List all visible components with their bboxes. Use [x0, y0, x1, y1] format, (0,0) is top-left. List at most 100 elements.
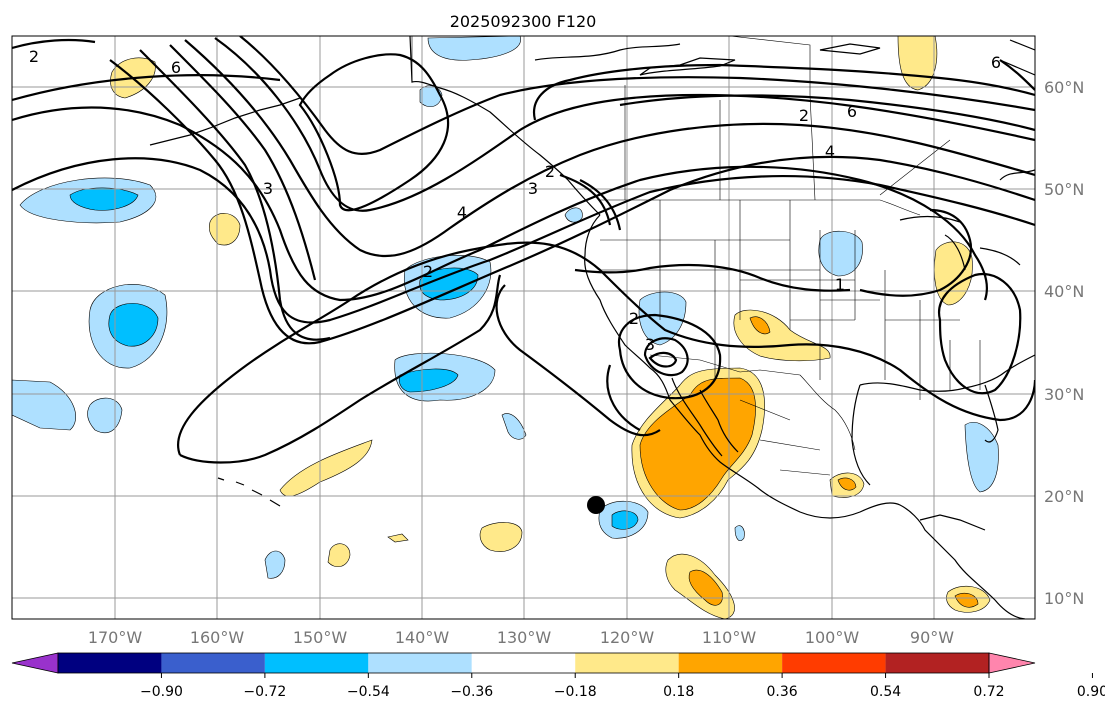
contour-label: 2	[629, 309, 639, 328]
shade-light-blue	[818, 230, 863, 277]
colorbar-tick-label: 0.36	[767, 684, 798, 700]
colorbar-segment	[885, 653, 989, 673]
contour-label: 3	[528, 179, 538, 198]
borders	[411, 36, 981, 476]
shade-blue	[399, 368, 459, 393]
contour-label: 6	[847, 102, 857, 121]
lon-label: 110°W	[702, 628, 757, 647]
shade-light-blue	[734, 525, 745, 541]
contour-line	[859, 208, 973, 297]
coastline-great-lakes	[899, 215, 1021, 271]
lat-label: 50°N	[1044, 180, 1084, 199]
contour-line	[619, 94, 1035, 132]
colorbar-segment	[58, 653, 162, 673]
shade-light-blue	[264, 550, 286, 579]
lat-label: 40°N	[1044, 282, 1084, 301]
colorbar-extend-max	[988, 652, 1036, 674]
colorbar-tick-label: 0.72	[973, 684, 1004, 700]
colorbar-segment	[575, 653, 679, 673]
coastline-hawaii	[217, 477, 281, 507]
contour-label: 4	[825, 142, 835, 161]
coastline-aleutians	[149, 97, 301, 146]
contour-line	[214, 37, 1035, 212]
contour-line	[298, 53, 450, 212]
contour-line	[574, 263, 851, 292]
lat-label: 30°N	[1044, 385, 1084, 404]
border-canada-provinces	[624, 36, 951, 201]
map-title: 2025092300 F120	[450, 12, 597, 31]
contour-label: 3	[645, 335, 655, 354]
shade-light-blue	[638, 291, 687, 346]
shade-light-blue	[964, 422, 999, 493]
shade-orange	[639, 377, 756, 511]
colorbar-tick-label: −0.18	[554, 684, 597, 700]
coastline-canada-east	[999, 39, 1035, 181]
contour-line	[177, 241, 1035, 456]
contours	[12, 36, 1035, 464]
lon-label: 120°W	[600, 628, 655, 647]
colorbar-tick-label: 0.54	[870, 684, 901, 700]
contour-line	[617, 313, 722, 400]
lat-label: 10°N	[1044, 589, 1084, 608]
contour-line	[239, 36, 1035, 155]
colorbar-extend-min	[11, 652, 59, 674]
shade-light-blue	[564, 207, 583, 223]
contour-label: 6	[171, 58, 181, 77]
coastline-west-us	[584, 214, 1026, 619]
coastline-north	[534, 43, 881, 76]
colorbar-tick-label: −0.90	[140, 684, 183, 700]
location-marker	[587, 496, 605, 514]
border-us-states	[600, 200, 981, 400]
contour-line	[12, 38, 281, 102]
coastline-cuba	[919, 514, 986, 531]
colorbar-tick-label: 0.18	[663, 684, 694, 700]
shade-blue	[611, 510, 639, 530]
colorbar-tick-label: −0.54	[347, 684, 390, 700]
shade-light-blue	[87, 397, 123, 434]
colorbar-segment	[368, 653, 472, 673]
longitude-labels: 170°W 160°W 150°W 140°W 130°W 120°W 110°…	[88, 628, 954, 647]
shade-orange	[688, 569, 723, 606]
shade-light-blue	[419, 85, 443, 108]
contour-line	[109, 59, 1035, 345]
latitude-labels: 60°N 50°N 40°N 30°N 20°N 10°N	[1044, 78, 1084, 608]
lon-label: 150°W	[293, 628, 348, 647]
coastline-florida	[984, 384, 999, 443]
contour-line	[495, 284, 661, 437]
colorbar-segment	[678, 653, 783, 673]
anomaly-shading	[12, 36, 999, 619]
contour-line	[999, 59, 1035, 91]
border-mexico-states	[739, 399, 831, 476]
lat-label: 60°N	[1044, 78, 1084, 97]
contour-labels: 2 6 3 4 2 3 2 2 3 6 4 1 2 6	[29, 47, 1001, 354]
shade-orange	[837, 477, 857, 491]
shade-light-yellow	[934, 241, 973, 306]
shade-blue	[69, 187, 139, 211]
contour-label: 2	[29, 47, 39, 66]
lon-label: 170°W	[88, 628, 143, 647]
contour-label: 4	[457, 203, 467, 222]
border-us-mexico	[649, 354, 856, 451]
shade-light-yellow	[327, 543, 351, 568]
contour-label: 2	[545, 162, 555, 181]
shade-light-blue	[427, 36, 521, 61]
contour-label: 3	[263, 179, 273, 198]
lat-label: 20°N	[1044, 487, 1084, 506]
contour-label: 6	[991, 53, 1001, 72]
contour-label: 2	[799, 106, 809, 125]
contour-label: 2	[423, 262, 433, 281]
shade-light-yellow	[387, 533, 409, 543]
shade-light-yellow	[479, 522, 523, 552]
shade-orange	[954, 592, 979, 608]
contour-label: 1	[835, 275, 845, 294]
contour-line	[12, 106, 989, 302]
lon-label: 90°W	[910, 628, 954, 647]
colorbar-tick-label: −0.72	[243, 684, 286, 700]
map-frame	[11, 35, 1036, 620]
colorbar-segment	[264, 653, 369, 673]
lon-label: 130°W	[497, 628, 552, 647]
shade-light-yellow	[279, 439, 373, 497]
coastline-baja	[671, 377, 739, 457]
shade-blue	[108, 303, 159, 347]
contour-line	[179, 274, 502, 464]
